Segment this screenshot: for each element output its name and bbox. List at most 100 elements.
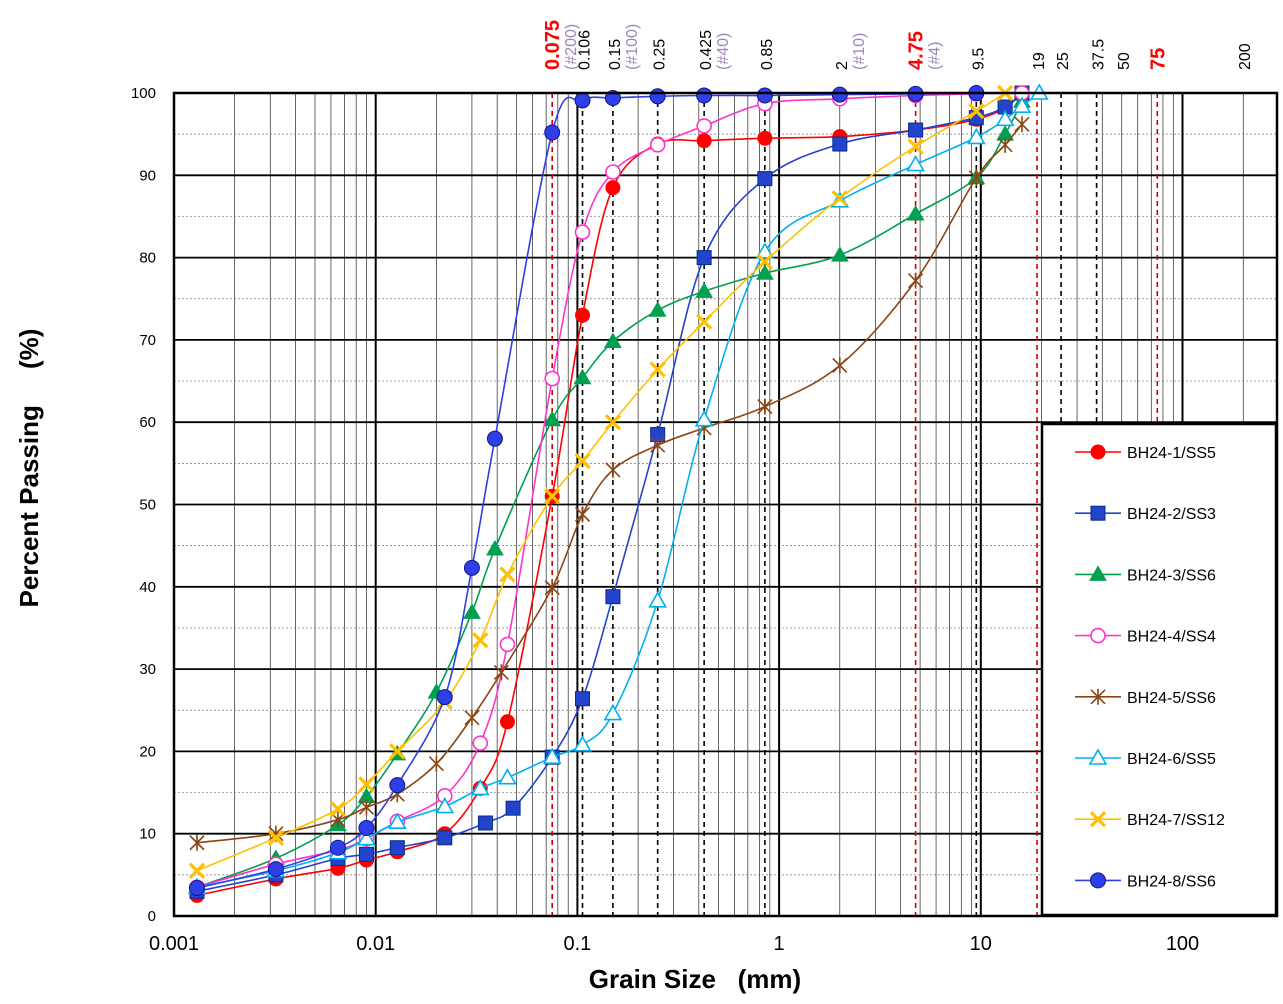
data-point: [573, 368, 592, 385]
data-point: [389, 840, 405, 856]
data-point: [575, 307, 591, 323]
data-point: [650, 437, 666, 454]
data-point: [696, 118, 712, 134]
y-tick-label: 50: [139, 497, 156, 514]
data-point: [756, 264, 774, 280]
legend-box: [1040, 422, 1278, 917]
data-point: [1089, 565, 1107, 581]
data-point: [1014, 116, 1030, 133]
data-point: [329, 839, 346, 856]
data-point: [574, 452, 591, 470]
x-tick-label: 10: [970, 933, 992, 955]
data-point: [832, 136, 848, 152]
x-tick-label: 0.1: [563, 933, 591, 955]
data-point: [696, 313, 713, 330]
data-point: [696, 250, 712, 266]
data-point: [995, 109, 1015, 127]
data-point: [1090, 627, 1106, 644]
data-point: [1090, 872, 1106, 889]
legend-item: BH24-8/SS6: [1075, 872, 1216, 890]
data-point: [499, 566, 516, 583]
legend-item: BH24-4/SS4: [1075, 627, 1216, 646]
data-point: [329, 800, 347, 818]
data-point: [605, 461, 621, 478]
data-point: [499, 636, 516, 653]
x-axis-title: Grain Size (mm): [589, 964, 801, 994]
data-point: [605, 180, 621, 196]
data-point: [968, 169, 984, 186]
x-tick-labels: 0.001 0.01 0.1 1 10 100: [149, 933, 1199, 955]
data-point: [603, 703, 623, 721]
data-point: [830, 246, 849, 262]
data-point: [1089, 811, 1107, 828]
data-point: [756, 253, 773, 270]
y-tick-label: 40: [139, 579, 156, 596]
sieve-size-label: 9.5: [970, 48, 987, 70]
series-6: [187, 83, 1049, 894]
legend-item: BH24-3/SS6: [1075, 565, 1216, 584]
data-point: [649, 88, 666, 105]
sieve-number-label: (#100): [624, 24, 641, 70]
sieve-number-label: (#40): [715, 33, 732, 70]
data-point: [543, 410, 562, 427]
data-point: [437, 830, 453, 846]
data-point: [648, 301, 667, 317]
x-tick-label: 0.001: [149, 933, 199, 955]
data-point: [757, 130, 773, 146]
data-point: [358, 846, 374, 862]
sieve-number-label: (#4): [927, 42, 944, 70]
data-point: [966, 127, 986, 145]
series-line: [196, 123, 1023, 844]
data-point: [1090, 688, 1106, 705]
legend-items: BH24-1/SS5 BH24-2/SS3 BH24-3/SS6 BH24-4/SS4…: [1075, 444, 1225, 890]
y-tick-label: 10: [139, 826, 156, 843]
y-tick-label: 80: [139, 250, 156, 267]
x-tick-label: 1: [774, 933, 785, 955]
data-point: [756, 87, 773, 104]
x-tick-label: 0.01: [356, 933, 395, 955]
data-point: [831, 86, 848, 103]
data-point: [470, 778, 490, 796]
data-point: [472, 632, 489, 649]
data-point: [997, 136, 1013, 153]
y-tick-label: 100: [131, 85, 156, 102]
legend-item: BH24-1/SS5: [1075, 444, 1216, 462]
sieve-size-label: 4.75: [906, 31, 928, 70]
legend-label: BH24-2/SS3: [1127, 506, 1216, 523]
data-point: [463, 559, 480, 576]
data-point: [499, 714, 515, 730]
data-point: [575, 691, 591, 707]
legend: BH24-1/SS5 BH24-2/SS3 BH24-3/SS6 BH24-4/SS4…: [1040, 422, 1278, 917]
data-point: [574, 506, 591, 523]
data-point: [477, 815, 493, 831]
data-point: [1088, 748, 1108, 765]
sieve-size-label: 37.5: [1091, 39, 1108, 70]
sieve-size-label: 0.25: [652, 39, 669, 70]
y-tick-label: 60: [139, 414, 156, 431]
sieve-size-label: 2: [834, 61, 851, 70]
data-point: [358, 819, 375, 836]
data-point: [1090, 444, 1106, 460]
series-2: [189, 85, 1030, 899]
data-point: [696, 133, 712, 149]
data-point: [605, 164, 621, 180]
sieve-labels: 0.075 (#200)0.106 0.15 (#100) 0.25 0.425 (#40)…: [542, 20, 1254, 70]
data-point: [267, 829, 285, 846]
data-point: [486, 539, 504, 556]
data-point: [189, 834, 205, 851]
data-point: [493, 664, 509, 681]
sieve-size-label: 25: [1055, 52, 1072, 70]
data-point: [505, 800, 521, 816]
legend-item: BH24-5/SS6: [1075, 688, 1216, 707]
data-point: [486, 430, 503, 447]
series-line: [196, 92, 1023, 893]
sieve-size-label: 50: [1116, 52, 1133, 70]
series-line: [196, 92, 977, 889]
legend-label: BH24-4/SS4: [1127, 629, 1216, 646]
data-point: [463, 603, 481, 619]
data-point: [696, 87, 713, 104]
legend-label: BH24-7/SS12: [1127, 812, 1225, 829]
data-point: [574, 92, 591, 109]
data-point: [755, 242, 775, 259]
series-line: [196, 100, 1023, 888]
